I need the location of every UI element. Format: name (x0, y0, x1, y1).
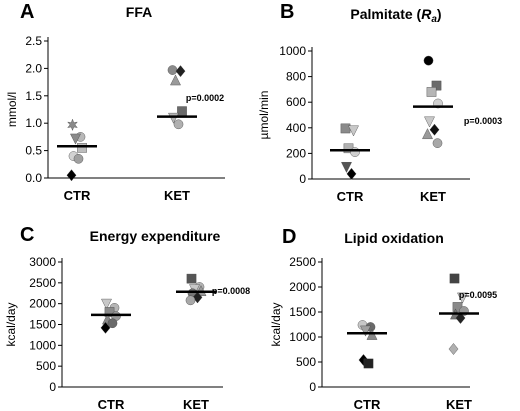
x-category-label: CTR (64, 188, 91, 203)
data-point (431, 80, 442, 91)
y-tick-label: 600 (286, 95, 306, 109)
y-tick-label: 1500 (289, 305, 316, 319)
panel-title-text: Lipid oxidation (344, 230, 444, 246)
data-point (360, 325, 371, 337)
data-point (101, 298, 112, 310)
y-tick-label: 0.5 (25, 144, 42, 158)
data-point (455, 312, 466, 324)
panel-letter: A (20, 1, 34, 23)
data-point (350, 147, 360, 157)
data-point (423, 55, 434, 66)
y-tick-label: 2000 (289, 280, 316, 294)
data-point (185, 295, 196, 306)
data-point (341, 162, 352, 173)
data-point (70, 133, 81, 145)
data-point (100, 321, 111, 334)
data-point (77, 143, 87, 153)
y-tick-label: 2500 (29, 276, 56, 290)
data-point (449, 273, 460, 284)
y-tick-label: 1500 (29, 318, 56, 332)
panel-a: A FFA 0.0 0.5 1.0 1.5 2.0 2.5 mmol/l CTR KET p=0.00… (5, 1, 225, 203)
x-category-label: CTR (98, 397, 125, 411)
panel-title: FFA (126, 4, 152, 20)
data-point (426, 87, 437, 97)
data-point (432, 138, 443, 148)
x-category-label: CTR (337, 189, 364, 204)
y-axis-label: kcal/day (269, 302, 283, 346)
data-point (346, 167, 357, 180)
panel-title-text: Energy expenditure (90, 228, 221, 244)
y-axis-label: mmol/l (5, 92, 19, 127)
x-category-label: KET (420, 189, 446, 204)
y-tick-label: 0.0 (25, 171, 42, 185)
panel-title-end: ) (437, 6, 442, 22)
x-category-label: KET (164, 188, 190, 203)
data-point (170, 74, 181, 86)
panel-title-text: Palmitate ( (350, 6, 421, 22)
y-tick-label: 1000 (29, 338, 56, 352)
data-point (167, 65, 178, 75)
data-point (429, 123, 440, 136)
data-point (348, 125, 359, 137)
panel-title: Energy expenditure (90, 228, 221, 244)
y-tick-label: 400 (286, 121, 306, 135)
data-point (340, 123, 351, 134)
panel-title-symbol: R (421, 6, 432, 22)
data-point (448, 343, 459, 355)
panel-b: B Palmitate (Ra) 0 200 400 600 800 1000 µmol/min… (257, 1, 502, 204)
y-tick-label: 500 (36, 359, 56, 373)
panel-letter: C (20, 224, 34, 246)
panel-title-subscript: a (431, 14, 437, 25)
p-value-label: p=0.0002 (186, 93, 224, 103)
data-point (186, 273, 197, 284)
y-tick-label: 0 (49, 380, 56, 394)
x-category-label: KET (183, 397, 209, 411)
y-tick-label: 1.5 (25, 89, 42, 103)
y-tick-label: 1.0 (25, 116, 42, 130)
data-point (363, 358, 374, 369)
x-category-label: CTR (354, 397, 381, 411)
panel-title: Palmitate (Ra) (350, 6, 441, 25)
data-point (424, 116, 435, 128)
data-point (175, 65, 186, 78)
data-point (192, 291, 203, 304)
data-point (107, 318, 118, 329)
panel-title: Lipid oxidation (344, 230, 444, 246)
y-tick-label: 1000 (289, 330, 316, 344)
y-tick-label: 200 (286, 146, 306, 160)
y-tick-label: 0 (309, 380, 316, 394)
data-point (177, 106, 187, 116)
y-axis-label: kcal/day (4, 302, 18, 346)
y-tick-label: 2000 (29, 297, 56, 311)
panel-d: D Lipid oxidation 0 500 1000 1500 2000 2500 kcal… (269, 226, 497, 411)
panel-letter: B (280, 1, 294, 23)
y-tick-label: 2500 (289, 255, 316, 269)
p-value-label: p=0.0008 (212, 286, 250, 296)
data-point (422, 128, 433, 140)
y-tick-label: 3000 (29, 255, 56, 269)
data-point (67, 118, 78, 131)
panel-letter: D (282, 226, 296, 248)
y-tick-label: 1000 (279, 44, 306, 58)
y-tick-label: 2.5 (25, 34, 42, 48)
y-tick-label: 0 (299, 172, 306, 186)
data-point (457, 292, 468, 304)
panel-c: C Energy expenditure 0 500 1000 1500 2000 2500 3… (4, 224, 250, 411)
data-point (173, 119, 184, 130)
p-value-label: p=0.0095 (459, 290, 497, 300)
y-axis-label: µmol/min (257, 91, 271, 140)
panel-title-text: FFA (126, 4, 152, 20)
data-point (66, 169, 77, 182)
p-value-label: p=0.0003 (464, 116, 502, 126)
y-tick-label: 2.0 (25, 61, 42, 75)
y-tick-label: 500 (296, 355, 316, 369)
x-category-label: KET (446, 397, 472, 411)
data-point (73, 154, 84, 164)
y-tick-label: 800 (286, 70, 306, 84)
